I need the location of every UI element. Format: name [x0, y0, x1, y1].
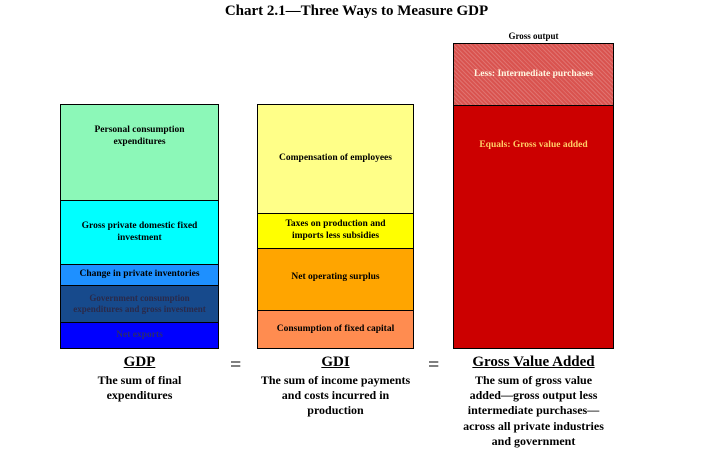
gdp-seg-label: Net exports	[116, 329, 163, 340]
gdp-seg-label: Government consumption expenditures and …	[73, 292, 206, 314]
gdi-stack: Compensation of employees Taxes on produ…	[257, 104, 414, 349]
gross-output-label: Gross output	[508, 31, 559, 41]
gdp-description: The sum of final expenditures	[97, 373, 182, 403]
gdp-seg-fixed-investment: Gross private domestic fixed investment	[60, 200, 219, 265]
gdi-seg-label: Net operating surplus	[291, 271, 380, 282]
gdp-seg-government: Government consumption expenditures and …	[60, 285, 219, 323]
gva-heading: Gross Value Added	[472, 354, 595, 370]
gdi-description: The sum of income payments and costs inc…	[260, 373, 411, 418]
gdi-seg-fixed-capital: Consumption of fixed capital	[257, 310, 414, 349]
gdp-seg-label: Gross private domestic fixed investment	[81, 220, 198, 243]
gdi-seg-net-operating-surplus: Net operating surplus	[257, 248, 414, 311]
gdi-seg-compensation: Compensation of employees	[257, 104, 414, 214]
gdp-seg-label: Personal consumption expenditures	[94, 124, 185, 147]
gdp-stack: Personal consumption expenditures Gross …	[60, 104, 219, 349]
gdp-seg-inventories: Change in private inventories	[60, 264, 219, 286]
gdi-seg-label: Taxes on production and imports less sub…	[285, 219, 386, 241]
gdi-heading: GDI	[321, 354, 350, 370]
equals-sign-2: =	[428, 354, 440, 376]
equals-sign-1: =	[230, 354, 242, 376]
gva-seg-gross-value-added: Equals: Gross value added	[453, 105, 614, 349]
gdp-seg-personal-consumption: Personal consumption expenditures	[60, 104, 219, 201]
gdp-heading: GDP	[123, 354, 156, 370]
gdi-seg-label: Consumption of fixed capital	[276, 323, 395, 334]
gva-description: The sum of gross value added—gross outpu…	[463, 373, 604, 448]
gva-seg-label: Equals: Gross value added	[479, 140, 588, 150]
gva-seg-intermediate-purchases: Less: Intermediate purchases	[453, 43, 614, 106]
gdp-seg-net-exports: Net exports	[60, 322, 219, 349]
chart-title: Chart 2.1—Three Ways to Measure GDP	[224, 3, 489, 19]
gdp-seg-label: Change in private inventories	[79, 269, 200, 280]
gdi-seg-label: Compensation of employees	[279, 153, 392, 164]
gva-seg-label: Less: Intermediate purchases	[473, 68, 594, 79]
gva-stack: Less: Intermediate purchases Equals: Gro…	[453, 43, 614, 349]
gdi-seg-taxes: Taxes on production and imports less sub…	[257, 213, 414, 249]
